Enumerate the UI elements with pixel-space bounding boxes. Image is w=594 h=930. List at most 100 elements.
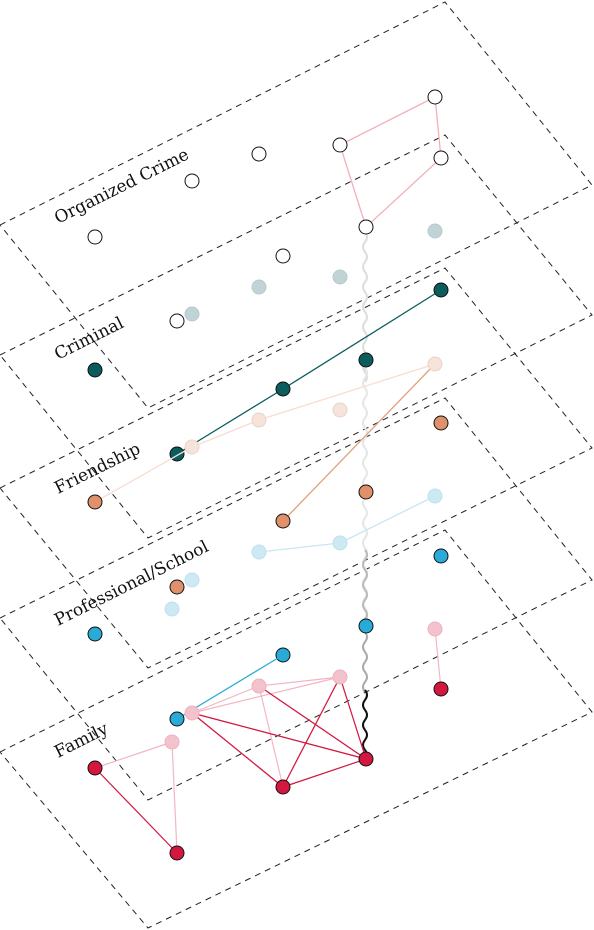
- node: [184, 439, 200, 455]
- node: [433, 282, 449, 298]
- node: [87, 760, 103, 776]
- node: [164, 601, 180, 617]
- node: [332, 535, 348, 551]
- plane-friendship: [0, 267, 593, 669]
- edge: [94, 767, 178, 854]
- node: [164, 734, 180, 750]
- node: [433, 681, 449, 697]
- edge: [434, 628, 442, 690]
- node: [427, 89, 443, 105]
- node: [184, 173, 200, 189]
- plane-family: [0, 529, 593, 929]
- edge: [258, 542, 341, 553]
- edge: [339, 676, 367, 760]
- node: [87, 229, 103, 245]
- edge: [191, 712, 284, 788]
- layer-label-family: Family: [51, 719, 112, 763]
- node: [275, 248, 291, 264]
- edge: [258, 685, 367, 760]
- layer-criminal-network: [87, 223, 449, 462]
- node: [433, 415, 449, 431]
- layer-labels: Organized Crime Criminal Friendship Prof…: [51, 145, 212, 763]
- node: [433, 548, 449, 564]
- node: [169, 579, 185, 595]
- node: [169, 845, 185, 861]
- node: [169, 313, 185, 329]
- layer-label-criminal: Criminal: [51, 313, 127, 364]
- nodes: [87, 223, 449, 462]
- plane-professional: [0, 397, 593, 801]
- node: [87, 494, 103, 510]
- node: [184, 705, 200, 721]
- node: [251, 544, 267, 560]
- edge: [258, 685, 284, 788]
- node: [87, 362, 103, 378]
- node: [332, 669, 348, 685]
- edge: [282, 676, 341, 788]
- node: [169, 711, 185, 727]
- node: [251, 678, 267, 694]
- interlayer-tie-segment: [362, 689, 368, 761]
- nodes: [87, 488, 449, 663]
- node: [358, 219, 374, 235]
- interlayer-tie-segment: [362, 549, 368, 621]
- edge: [191, 685, 260, 714]
- node: [184, 306, 200, 322]
- edges-strong: [94, 676, 367, 854]
- edges: [339, 96, 442, 228]
- edge: [94, 741, 173, 769]
- layer-family-network: [87, 621, 449, 861]
- edge: [171, 741, 178, 854]
- node: [433, 150, 449, 166]
- node: [332, 137, 348, 153]
- edge: [434, 96, 442, 159]
- node: [275, 779, 291, 795]
- edge: [282, 289, 442, 390]
- edge: [191, 676, 341, 714]
- edge: [339, 96, 436, 146]
- node: [87, 626, 103, 642]
- edges: [176, 289, 442, 455]
- node: [427, 356, 443, 372]
- edge: [282, 363, 436, 522]
- edge: [339, 144, 367, 228]
- edge: [339, 495, 436, 544]
- node: [332, 269, 348, 285]
- node: [251, 146, 267, 162]
- node: [275, 381, 291, 397]
- plane-criminal: [0, 134, 593, 539]
- node: [427, 621, 443, 637]
- layer-organized-crime-network: [87, 89, 449, 329]
- edge: [365, 157, 442, 228]
- node: [358, 352, 374, 368]
- plane-organized-crime: [0, 1, 593, 409]
- layer-friendship-network: [87, 356, 449, 595]
- node: [358, 751, 374, 767]
- edge: [191, 419, 260, 448]
- nodes: [87, 89, 449, 329]
- edge: [258, 676, 341, 687]
- layer-label-friendship: Friendship: [51, 439, 143, 499]
- node: [275, 513, 291, 529]
- interlayer-tie-segment: [362, 631, 368, 693]
- node: [427, 223, 443, 239]
- node: [251, 412, 267, 428]
- node: [251, 279, 267, 295]
- edge: [94, 446, 193, 503]
- edge: [282, 758, 367, 788]
- node: [427, 488, 443, 504]
- node: [358, 618, 374, 634]
- edge: [258, 363, 436, 421]
- node: [358, 484, 374, 500]
- node: [184, 572, 200, 588]
- node: [332, 402, 348, 418]
- nodes: [87, 356, 449, 595]
- edges: [258, 495, 436, 553]
- layer-professional-network: [87, 488, 449, 663]
- layer-label-organized-crime: Organized Crime: [51, 145, 192, 229]
- nodes: [87, 621, 449, 861]
- edges: [94, 363, 436, 522]
- edge: [191, 712, 367, 760]
